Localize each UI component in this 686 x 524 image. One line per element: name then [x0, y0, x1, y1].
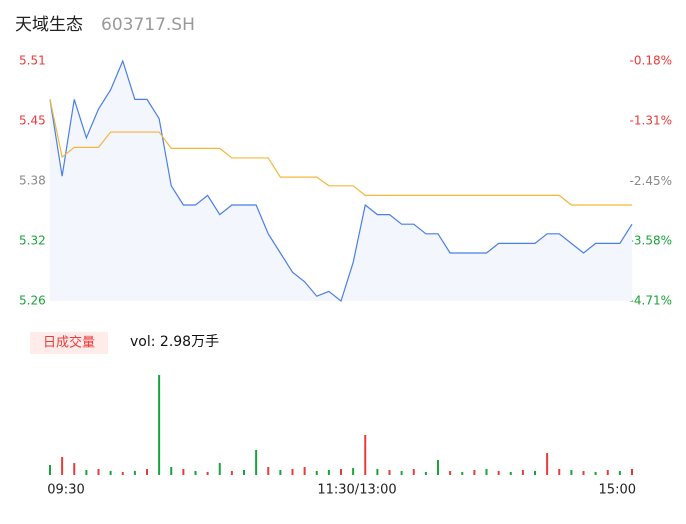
stock-code: 603717.SH: [101, 15, 195, 35]
y2-tick-label: -2.45%: [630, 174, 672, 188]
volume-bar: [376, 469, 379, 475]
y-tick-label: 5.45: [19, 114, 46, 128]
volume-bar: [182, 469, 185, 475]
volume-bar: [521, 470, 524, 475]
volume-bar: [594, 472, 597, 475]
volume-label: 日成交量: [43, 335, 95, 351]
series-line: [49, 59, 633, 303]
volume-bar: [49, 465, 51, 475]
volume-bar: [303, 467, 306, 475]
volume-bar: [158, 375, 161, 475]
y2-tick-label: -1.31%: [630, 113, 672, 127]
volume-bar: [85, 470, 88, 475]
volume-bar: [449, 471, 452, 475]
volume-bar: [133, 471, 136, 475]
volume-bar: [109, 471, 112, 475]
x-tick-label: 09:30: [47, 483, 84, 498]
x-tick-label: 11:30/13:00: [317, 483, 396, 498]
volume-bar: [146, 469, 148, 475]
volume-bar: [424, 472, 427, 475]
volume-bar: [327, 470, 330, 475]
volume-bar: [206, 472, 209, 475]
volume-bar: [606, 470, 609, 475]
stock-name: 天域生态: [15, 15, 83, 35]
volume-bar: [267, 467, 270, 475]
x-tick-label: 15:00: [599, 483, 636, 498]
volume-bar: [230, 471, 233, 475]
volume-bar: [340, 469, 342, 475]
volume-bar: [364, 435, 367, 475]
volume-bar: [534, 471, 536, 475]
y-tick-label: 5.32: [19, 234, 46, 248]
y2-tick-label: -0.18%: [630, 54, 672, 68]
y-tick-label: 5.26: [19, 294, 46, 308]
volume-bar: [461, 472, 464, 475]
volume-bar: [400, 471, 403, 475]
volume-bar: [279, 470, 282, 475]
volume-bar: [194, 471, 197, 475]
volume-bar: [570, 470, 573, 475]
volume-bar: [546, 453, 549, 475]
y-tick-label: 5.51: [19, 54, 46, 68]
volume-bar: [497, 471, 500, 475]
volume-bar: [243, 470, 245, 475]
volume-bar: [618, 471, 621, 475]
volume-bar: [485, 469, 488, 475]
y-tick-label: 5.38: [19, 174, 46, 188]
volume-bar: [388, 470, 391, 475]
volume-bar: [582, 471, 585, 475]
volume-bar: [291, 469, 294, 475]
volume-bar: [218, 463, 221, 475]
volume-bar: [509, 472, 512, 475]
series-line: [49, 99, 632, 206]
volume-bar: [437, 460, 439, 475]
y2-tick-label: -3.58%: [630, 234, 672, 248]
y2-tick-label: -4.71%: [630, 294, 672, 308]
volume-bar: [170, 467, 173, 475]
volume-bar: [473, 470, 476, 475]
volume-bar: [352, 468, 355, 475]
volume-text: vol: 2.98万手: [130, 334, 219, 350]
volume-badge: [30, 332, 108, 354]
volume-bar: [412, 469, 415, 475]
volume-bar: [558, 469, 561, 475]
volume-bar: [121, 472, 124, 475]
price-area: [50, 61, 632, 301]
volume-bar: [315, 471, 318, 475]
volume-bar: [631, 469, 633, 475]
volume-bar: [61, 457, 64, 475]
volume-bar: [255, 450, 258, 475]
volume-bar: [73, 463, 76, 475]
volume-bar: [97, 469, 100, 475]
